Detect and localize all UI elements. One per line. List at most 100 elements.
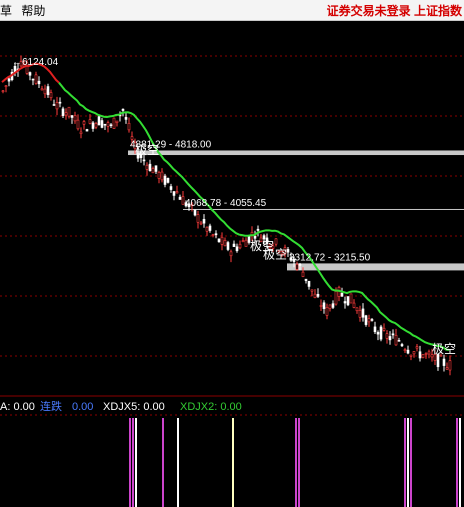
candle-body (445, 367, 449, 370)
candle-body (367, 318, 371, 323)
candle-body (394, 335, 398, 346)
gap-label: 4068.78 - 4055.45 (185, 198, 267, 209)
candle-body (235, 246, 239, 252)
candle-body (430, 354, 434, 358)
candle-body (322, 302, 326, 309)
candle-body (181, 196, 185, 205)
candle-body (34, 74, 38, 84)
candle-body (349, 293, 353, 304)
candle-body (325, 306, 329, 316)
candle-body (61, 108, 65, 116)
candle-body (427, 351, 431, 355)
candle-body (448, 360, 452, 371)
candle-body (265, 237, 269, 245)
candle-body (31, 78, 35, 81)
indicator-xdjx5: XDJX5: 0.00 (103, 401, 165, 413)
candle-body (91, 122, 95, 129)
candle-body (355, 307, 359, 312)
candle-body (244, 239, 248, 247)
candle-body (37, 80, 41, 85)
candle-body (58, 101, 62, 104)
candle-body (208, 225, 212, 231)
candle-body (67, 106, 71, 117)
indicator-panel: A: 0.00 连跌 0.00 XDJX5: 0.00 XDJX2: 0.00 (0, 399, 461, 507)
candle-body (97, 116, 101, 126)
candle-body (121, 108, 125, 111)
candle-body (406, 349, 410, 354)
candle-body (169, 186, 173, 190)
candle-body (55, 102, 59, 110)
candle-body (334, 291, 338, 305)
gap-band (287, 263, 464, 271)
gap-band (128, 150, 464, 156)
candle-body (193, 209, 197, 216)
candle-body (289, 257, 293, 261)
candle-body (115, 120, 119, 123)
candle-body (307, 280, 311, 287)
candle-body (421, 354, 425, 358)
candle-body (43, 88, 47, 95)
candle-body (163, 175, 167, 185)
stock-chart[interactable]: 4881.29 - 4818.00 4068.78 - 4055.45 3312.7… (0, 21, 464, 507)
candle-body (154, 165, 158, 172)
candle-body (157, 171, 161, 179)
candle-body (442, 358, 446, 366)
candle-body (79, 131, 83, 134)
candle-body (319, 305, 323, 307)
candle-body (46, 86, 50, 95)
candle-body (397, 340, 401, 342)
candle-body (292, 258, 296, 262)
candle-body (376, 332, 380, 335)
gap-bands (128, 150, 464, 271)
candle-body (172, 191, 176, 196)
candle-body (361, 308, 365, 318)
candle-body (166, 177, 170, 183)
candle-body (343, 301, 347, 304)
candle-body (217, 238, 221, 243)
menu-item-partial[interactable]: 草 (0, 4, 13, 18)
candle-body (202, 218, 206, 224)
candle-body (412, 351, 416, 355)
candle-body (232, 243, 236, 247)
candle-body (124, 117, 128, 120)
candle-body (328, 304, 332, 309)
candle-body (142, 159, 146, 162)
candle-body (94, 123, 98, 128)
peak-label: ←6124.04 (12, 57, 59, 68)
candle-body (64, 112, 68, 116)
menu-bar: 草 帮助 证券交易未登录 上证指数 (0, 0, 464, 21)
candle-body (196, 214, 200, 223)
candle-body (370, 319, 374, 321)
candle-body (184, 202, 188, 207)
candle-body (4, 85, 8, 87)
candle-body (271, 245, 275, 249)
candle-body (205, 226, 209, 232)
candle-body (70, 115, 74, 118)
candle-body (301, 271, 305, 277)
candle-body (148, 163, 152, 172)
candle-body (187, 203, 191, 208)
candle-body (346, 296, 350, 306)
candle-body (439, 354, 443, 357)
candle-body (409, 354, 413, 357)
moving-average (58, 82, 450, 351)
candle-body (139, 154, 143, 159)
candle-body (220, 236, 224, 245)
candle-body (109, 124, 113, 127)
candle-body (40, 88, 44, 91)
indicator-a-label: A: 0.00 (0, 401, 35, 413)
candle-body (286, 249, 290, 253)
candle-body (130, 136, 134, 140)
candle-body (151, 168, 155, 174)
candle-body (298, 264, 302, 266)
candle-body (88, 119, 92, 124)
candle-body (283, 247, 287, 255)
candle-body (112, 117, 116, 129)
menu-item-help[interactable]: 帮助 (21, 4, 46, 18)
chart-grid (0, 55, 464, 416)
candle-body (262, 235, 266, 240)
index-name[interactable]: 上证指数 (413, 4, 462, 18)
candle-body (373, 326, 377, 333)
moving-average-early (1, 62, 60, 84)
login-status[interactable]: 证券交易未登录 (326, 4, 411, 18)
